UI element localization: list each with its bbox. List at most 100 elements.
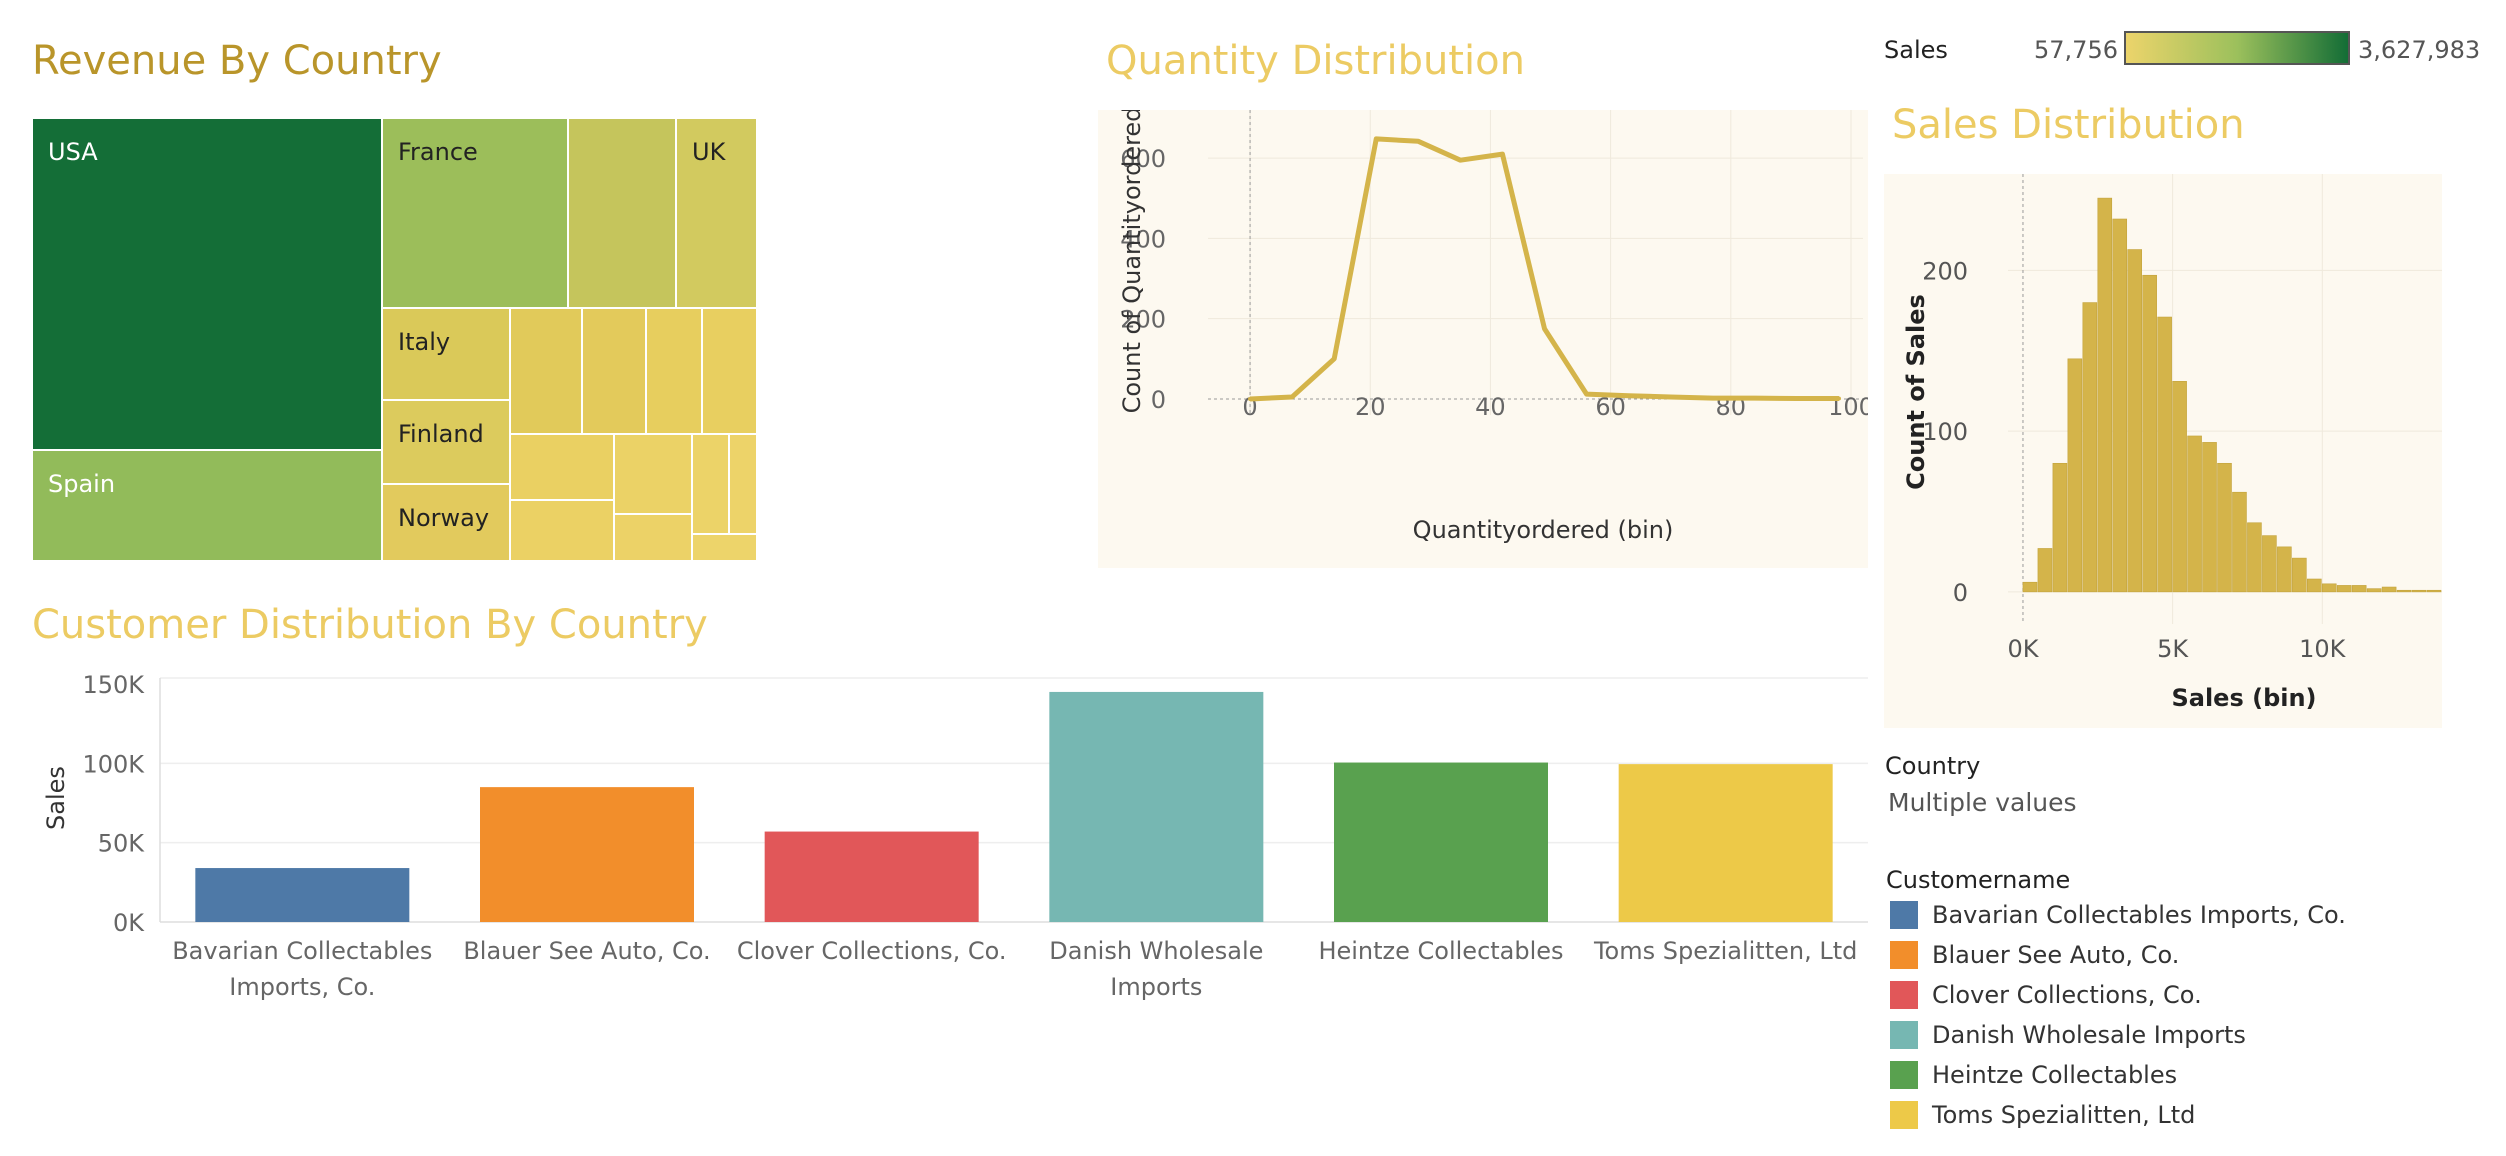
customer-bar[interactable] [1334, 762, 1548, 922]
legend-item-heintze[interactable]: Heintze Collectables [1890, 1060, 2177, 1090]
histogram-bar[interactable] [2307, 578, 2322, 593]
legend-item-clover[interactable]: Clover Collections, Co. [1890, 980, 2202, 1010]
quantity-point[interactable] [1794, 396, 1799, 401]
legend-item-bavarian[interactable]: Bavarian Collectables Imports, Co. [1890, 900, 2346, 930]
histogram-bar[interactable] [2217, 462, 2232, 593]
quantity-point[interactable] [1626, 393, 1631, 398]
treemap-cell-usa[interactable] [32, 118, 383, 451]
histogram-bar[interactable] [2172, 381, 2187, 593]
x-tick-label: 10K [2299, 635, 2347, 663]
treemap-cell-norway[interactable] [381, 483, 511, 561]
treemap-cell[interactable] [509, 307, 583, 435]
quantity-point[interactable] [1332, 356, 1337, 361]
quantity-point[interactable] [1710, 396, 1715, 401]
customer-bar-chart[interactable]: Bavarian Collectables Imports, Co. Blauer … [0, 660, 1880, 1030]
histogram-bar[interactable] [2127, 249, 2142, 593]
y-tick-label: 400 [1120, 225, 1166, 253]
histogram-bar[interactable] [2232, 491, 2247, 593]
treemap-cell[interactable] [613, 513, 693, 561]
y-tick-label: 100 [1922, 418, 1968, 446]
customer-bar[interactable] [764, 831, 979, 922]
customer-bar[interactable] [1618, 764, 1833, 922]
customer-bar[interactable] [195, 868, 410, 922]
treemap-cell[interactable] [728, 433, 757, 535]
histogram-bar[interactable] [2037, 548, 2053, 593]
histogram-bar[interactable] [2321, 583, 2337, 593]
histogram-bar[interactable] [2187, 435, 2202, 593]
histogram-bar[interactable] [2142, 274, 2157, 593]
x-axis-title: Sales (bin) [2171, 684, 2316, 712]
y-axis-title: Count of Quantityordered [1118, 110, 1146, 413]
legend-item-toms[interactable]: Toms Spezialitten, Ltd [1890, 1100, 2195, 1130]
color-legend-max: 3,627,983 [2358, 36, 2481, 64]
y-tick-label: 600 [1120, 145, 1166, 173]
treemap-cell-uk[interactable] [675, 118, 757, 309]
quantity-point[interactable] [1836, 396, 1841, 401]
treemap-cell-france[interactable] [381, 118, 569, 309]
treemap-cell[interactable] [581, 307, 647, 435]
treemap-cell[interactable] [645, 307, 703, 435]
y-tick-label: 200 [1120, 306, 1166, 334]
quantity-point[interactable] [1248, 396, 1253, 401]
x-tick-label: 0K [2007, 635, 2039, 663]
histogram-bar[interactable] [2082, 302, 2098, 593]
histogram-bar[interactable] [2351, 585, 2367, 593]
histogram-bar[interactable] [2336, 585, 2352, 593]
quantity-point[interactable] [1542, 326, 1547, 331]
quantity-point[interactable] [1752, 396, 1757, 401]
treemap-cell[interactable] [509, 499, 615, 561]
x-tick-label: Clover Collections, Co. [737, 937, 1007, 965]
histogram-bar[interactable] [2052, 462, 2068, 593]
histogram-bar[interactable] [2247, 522, 2262, 593]
customer-title: Customer Distribution By Country [32, 602, 708, 648]
treemap-cell[interactable] [691, 433, 730, 535]
treemap-cell[interactable] [509, 433, 615, 501]
histogram-bar[interactable] [2411, 589, 2427, 593]
quantity-point[interactable] [1416, 139, 1421, 144]
country-filter-value[interactable]: Multiple values [1888, 788, 2077, 817]
quantity-point[interactable] [1584, 392, 1589, 397]
histogram-bar[interactable] [2292, 557, 2307, 593]
quantity-point[interactable] [1500, 152, 1505, 157]
y-tick-label: 200 [1922, 257, 1968, 285]
x-axis-title: Quantityordered (bin) [1413, 516, 1674, 544]
histogram-bar[interactable] [2097, 197, 2113, 593]
customer-bar[interactable] [1049, 691, 1264, 922]
legend-swatch [1890, 1061, 1918, 1089]
histogram-bar[interactable] [2396, 589, 2412, 593]
treemap-cell[interactable] [567, 118, 677, 309]
treemap-label: France [398, 138, 478, 166]
legend-label: Danish Wholesale Imports [1932, 1021, 2246, 1049]
histogram-bar[interactable] [2022, 581, 2038, 593]
quantity-point[interactable] [1458, 158, 1463, 163]
histogram-bar[interactable] [2157, 316, 2172, 593]
treemap-cell[interactable] [701, 307, 757, 435]
quantity-series-line[interactable] [1249, 136, 1839, 402]
histogram-bar[interactable] [2366, 588, 2382, 593]
y-tick-label: 50K [98, 830, 146, 858]
y-axis-title: Sales [42, 766, 70, 830]
histogram-bar[interactable] [2202, 442, 2217, 593]
treemap-cell[interactable] [613, 433, 693, 515]
y-tick-label: 0K [113, 909, 145, 937]
histogram-bar[interactable] [2277, 546, 2292, 593]
y-tick-label: 150K [82, 671, 145, 699]
legend-item-blauer[interactable]: Blauer See Auto, Co. [1890, 940, 2179, 970]
treemap-cell-finland[interactable] [381, 399, 511, 485]
histogram-bar[interactable] [2426, 589, 2442, 593]
quantity-point[interactable] [1374, 136, 1379, 141]
quantity-point[interactable] [1668, 394, 1673, 399]
revenue-treemap[interactable]: USA Spain France UK Italy Finland Norway [32, 118, 757, 561]
treemap-cell-spain[interactable] [32, 449, 383, 561]
legend-item-danish[interactable]: Danish Wholesale Imports [1890, 1020, 2246, 1050]
treemap-cell[interactable] [691, 533, 757, 561]
histogram-bar[interactable] [2381, 586, 2397, 593]
histogram-bar[interactable] [2067, 358, 2083, 593]
legend-label: Clover Collections, Co. [1932, 981, 2202, 1009]
histogram-bar[interactable] [2262, 535, 2277, 593]
customer-bar[interactable] [480, 787, 694, 922]
histogram-bar[interactable] [2112, 218, 2128, 593]
quantity-point[interactable] [1290, 394, 1295, 399]
sales-histogram[interactable]: 0K 5K 10K 0 100 200 Sales (bin) Count of Sales [1884, 174, 2442, 728]
